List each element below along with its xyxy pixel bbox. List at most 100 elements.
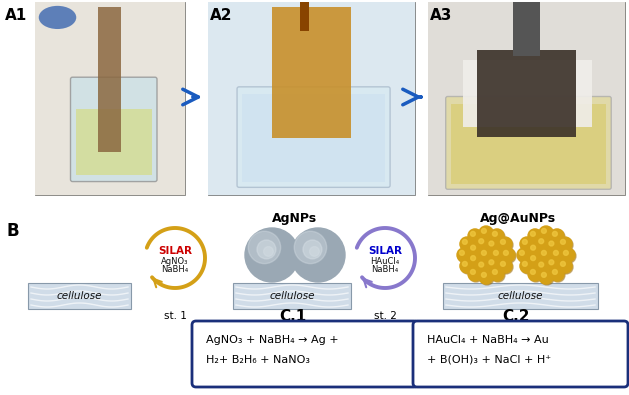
Circle shape [558, 259, 572, 273]
Circle shape [501, 239, 506, 245]
Circle shape [479, 248, 493, 262]
Circle shape [457, 248, 471, 262]
Circle shape [520, 237, 534, 251]
Circle shape [479, 226, 493, 240]
Circle shape [264, 246, 273, 256]
Circle shape [550, 267, 564, 281]
Bar [75, 109, 152, 175]
Circle shape [294, 231, 326, 263]
Circle shape [561, 248, 575, 262]
Circle shape [537, 236, 550, 250]
Circle shape [479, 262, 484, 267]
Circle shape [542, 228, 547, 233]
Text: C.2: C.2 [502, 309, 530, 324]
Circle shape [537, 260, 550, 274]
Circle shape [539, 270, 553, 284]
Circle shape [479, 239, 484, 244]
Circle shape [481, 273, 486, 277]
Circle shape [547, 240, 562, 254]
Circle shape [552, 249, 566, 263]
Bar [233, 283, 351, 309]
Text: SILAR: SILAR [158, 246, 192, 256]
Circle shape [539, 248, 553, 262]
Text: C.1: C.1 [279, 309, 306, 324]
Circle shape [537, 261, 552, 275]
Circle shape [476, 236, 491, 250]
Circle shape [491, 268, 505, 282]
Text: NaBH₄: NaBH₄ [162, 265, 189, 273]
Circle shape [486, 239, 501, 253]
Circle shape [491, 230, 505, 244]
Circle shape [540, 227, 554, 241]
Circle shape [549, 241, 554, 246]
Circle shape [490, 229, 504, 243]
Circle shape [491, 248, 505, 262]
Circle shape [518, 249, 532, 263]
Circle shape [458, 249, 472, 263]
Circle shape [528, 267, 542, 281]
Circle shape [549, 260, 554, 265]
FancyBboxPatch shape [192, 321, 418, 387]
Circle shape [469, 230, 483, 244]
Circle shape [502, 249, 516, 263]
FancyBboxPatch shape [446, 96, 611, 189]
Bar [28, 283, 131, 309]
Circle shape [245, 228, 299, 282]
Circle shape [552, 269, 557, 275]
Text: cellulose: cellulose [498, 291, 543, 301]
Bar [98, 7, 121, 152]
Text: NaBH₄: NaBH₄ [371, 265, 399, 273]
FancyBboxPatch shape [413, 321, 628, 387]
Circle shape [257, 240, 276, 259]
Bar [299, 2, 309, 31]
Circle shape [462, 239, 467, 245]
Circle shape [470, 245, 476, 250]
Bar [464, 60, 591, 128]
Bar [451, 103, 606, 184]
Text: + B(OH)₃ + NaCl + H⁺: + B(OH)₃ + NaCl + H⁺ [427, 355, 551, 365]
Circle shape [554, 250, 559, 255]
Circle shape [490, 267, 504, 281]
Circle shape [564, 250, 569, 255]
Circle shape [501, 248, 515, 262]
Circle shape [560, 261, 565, 266]
Circle shape [480, 227, 494, 241]
Circle shape [520, 250, 525, 255]
Circle shape [468, 267, 482, 281]
Bar [477, 50, 576, 137]
Circle shape [539, 226, 553, 240]
Circle shape [480, 249, 494, 263]
Circle shape [303, 240, 322, 259]
Circle shape [537, 237, 552, 251]
Circle shape [542, 250, 547, 255]
Circle shape [477, 261, 491, 275]
Circle shape [499, 238, 513, 252]
Circle shape [517, 248, 531, 262]
FancyBboxPatch shape [70, 77, 157, 182]
Circle shape [498, 237, 512, 251]
Circle shape [470, 256, 476, 261]
Circle shape [558, 237, 572, 251]
Circle shape [520, 259, 534, 273]
Circle shape [547, 258, 562, 273]
Circle shape [540, 249, 554, 263]
Bar [208, 2, 415, 195]
Circle shape [540, 271, 554, 285]
Circle shape [501, 261, 506, 266]
Circle shape [503, 250, 508, 255]
Circle shape [459, 250, 464, 255]
Text: A1: A1 [5, 8, 27, 23]
Bar [428, 2, 625, 195]
Circle shape [521, 260, 535, 274]
Bar [35, 2, 185, 195]
Bar [35, 2, 185, 195]
Circle shape [489, 260, 494, 265]
Circle shape [461, 260, 475, 274]
Bar [242, 94, 385, 182]
Circle shape [528, 229, 542, 243]
Text: st. 1: st. 1 [164, 311, 186, 321]
Circle shape [560, 239, 565, 245]
Circle shape [529, 268, 543, 282]
Circle shape [529, 244, 543, 258]
Circle shape [462, 261, 467, 266]
